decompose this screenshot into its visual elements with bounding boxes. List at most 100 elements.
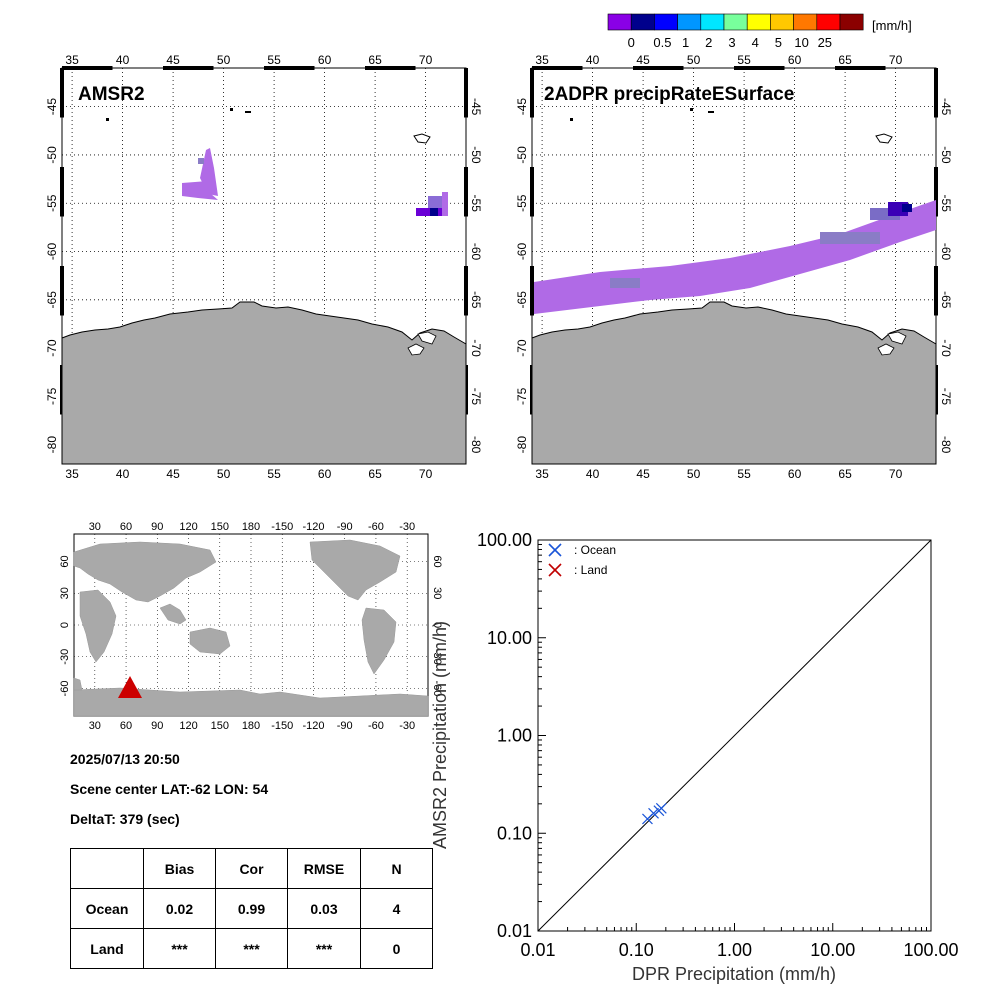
lon-tick-label: 150: [211, 521, 229, 533]
lat-tick-label: -55: [45, 194, 59, 212]
lat-tick-label: -70: [45, 339, 59, 357]
map-title: AMSR2: [78, 84, 145, 105]
map-title: 2ADPR precipRateESurface: [544, 84, 794, 105]
lat-tick-label: -50: [939, 146, 953, 164]
legend-label: : Land: [574, 563, 607, 577]
lon-tick-label: 70: [419, 467, 433, 481]
lon-tick-label: 35: [535, 467, 549, 481]
lon-tick-label: 55: [267, 53, 281, 67]
lon-tick-label: 40: [116, 53, 130, 67]
lat-tick-label: -60: [515, 243, 529, 261]
lon-tick-label: -30: [399, 720, 415, 732]
islands: [106, 108, 431, 144]
table-cell: 0: [360, 928, 433, 969]
legend-marker: [548, 563, 562, 577]
colorbar-label: 4: [752, 35, 759, 50]
lat-tick-label: -45: [939, 98, 953, 116]
continents: [73, 539, 429, 717]
lon-tick-label: 60: [120, 720, 132, 732]
colorbar-cell: [700, 13, 725, 31]
colorbar-label: 5: [775, 35, 782, 50]
lon-tick-label: 35: [65, 467, 79, 481]
lat-tick-label: -45: [469, 98, 483, 116]
colorbar-label: 2: [705, 35, 712, 50]
lat-tick-label: -50: [45, 146, 59, 164]
scatter-point-ocean: [648, 807, 659, 819]
lat-tick-label: -60: [469, 243, 483, 261]
lat-tick-label: -75: [939, 388, 953, 406]
precip-swath-dpr: [534, 200, 936, 314]
colorbar-cell: [746, 13, 771, 31]
lon-tick-label: 40: [586, 53, 600, 67]
lon-tick-label: 180: [242, 720, 260, 732]
lon-tick-label: 50: [687, 467, 701, 481]
lat-tick-label: -70: [469, 339, 483, 357]
lat-tick-label: 60: [431, 555, 443, 567]
colorbar-cell: [654, 13, 678, 31]
lat-tick-label: -70: [939, 339, 953, 357]
y-tick-label: 100.00: [477, 530, 532, 550]
lat-tick-label: -60: [45, 243, 59, 261]
lat-tick-label: -60: [59, 681, 71, 697]
colorbar-cell: [677, 13, 702, 31]
colorbar-label: 1: [682, 35, 689, 50]
lon-tick-label: 120: [179, 720, 197, 732]
stats-table: Bias Cor RMSE N Ocean 0.02 0.99 0.03 4 L…: [70, 848, 433, 969]
colorbar-cell: [607, 13, 632, 31]
table-cell: ***: [287, 928, 361, 969]
y-tick-label: 0.01: [497, 921, 532, 941]
globe-map: 30 30 60 60 90 90 120 120 150 150 180 180 -150 -150 -1…: [59, 521, 443, 732]
lon-tick-label: 70: [889, 467, 903, 481]
scene-marker: [118, 676, 142, 698]
colorbar-label: 10: [794, 35, 808, 50]
lon-tick-label: 55: [737, 53, 751, 67]
table-cell: ***: [215, 928, 288, 969]
lon-tick-label: -150: [271, 521, 293, 533]
colorbar-label: 0.5: [653, 35, 671, 50]
lat-tick-label: 60: [59, 555, 71, 567]
lon-tick-label: 50: [687, 53, 701, 67]
colorbar-cell: [723, 13, 748, 31]
legend-label: : Ocean: [574, 543, 616, 557]
antarctica-landmass: [531, 301, 937, 465]
lon-tick-label: 90: [151, 720, 163, 732]
y-tick-label: 1.00: [497, 726, 532, 746]
colorbar-cell: [630, 13, 655, 31]
lat-tick-label: 0: [431, 622, 443, 628]
lon-tick-label: 30: [89, 521, 101, 533]
scatter-point-ocean: [655, 802, 667, 814]
colorbar: 0 0.5 1 2 3 4 5 10 25 [mm/h]: [607, 13, 912, 50]
y-tick-label: 10.00: [487, 628, 532, 648]
table-row: Ocean 0.02 0.99 0.03 4: [70, 888, 433, 929]
x-tick-label: 0.01: [520, 940, 555, 960]
lon-tick-label: 70: [419, 53, 433, 67]
islands: [570, 108, 893, 144]
table-cell: ***: [143, 928, 216, 969]
map-dpr: 2ADPR precipRateESurface 35 35 40 40 45 45 50 5…: [515, 53, 953, 481]
table-cell: Land: [70, 928, 144, 969]
lat-tick-label: -50: [515, 146, 529, 164]
lon-tick-label: 120: [179, 521, 197, 533]
lon-tick-label: 50: [217, 53, 231, 67]
table-header-cell: N: [360, 848, 433, 889]
table-cell: Ocean: [70, 888, 144, 929]
antarctica-landmass: [61, 301, 467, 465]
lat-tick-label: -45: [45, 98, 59, 116]
lat-tick-label: -65: [939, 291, 953, 309]
lon-tick-label: 60: [120, 521, 132, 533]
table-cell: 0.99: [215, 888, 288, 929]
colorbar-unit: [mm/h]: [872, 18, 912, 33]
lon-tick-label: 40: [116, 467, 130, 481]
lon-tick-label: 45: [166, 53, 180, 67]
table-header-cell: [70, 848, 144, 889]
colorbar-label: 25: [818, 35, 832, 50]
lon-tick-label: 40: [586, 467, 600, 481]
lon-tick-label: 65: [368, 467, 382, 481]
legend-marker: [548, 543, 562, 557]
precip-patches-amsr2: [182, 148, 448, 216]
lon-tick-label: -90: [337, 521, 353, 533]
datetime-label: 2025/07/13 20:50: [70, 751, 180, 767]
x-tick-label: 1.00: [717, 940, 752, 960]
table-cell: 0.02: [143, 888, 216, 929]
lon-tick-label: -60: [368, 720, 384, 732]
